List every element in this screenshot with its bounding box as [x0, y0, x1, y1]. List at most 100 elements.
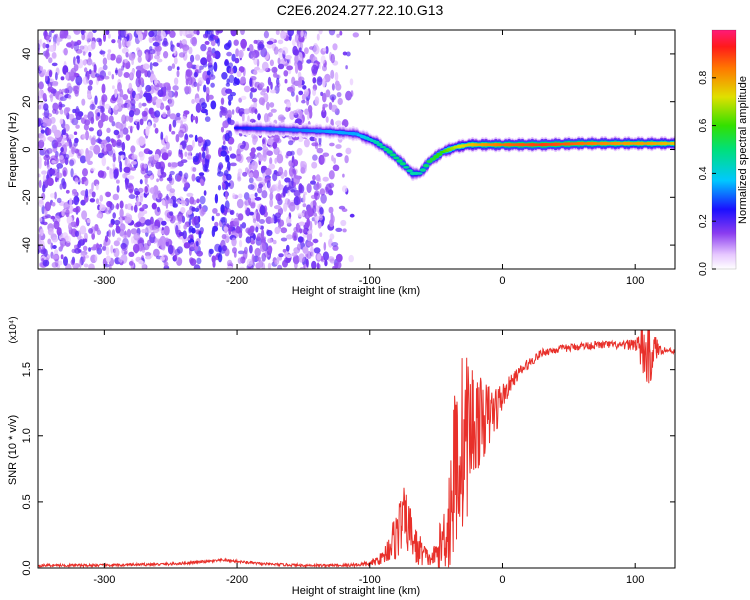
- noise-speckle: [183, 242, 191, 249]
- noise-speckle: [38, 179, 42, 189]
- noise-speckle: [329, 219, 334, 228]
- noise-speckle: [154, 77, 158, 86]
- noise-speckle: [250, 198, 256, 204]
- noise-speckle: [278, 219, 285, 227]
- snr-panel: -300 -200 -100 0 100 0.0 0.5 1.0 1.5 Height of …: [7, 316, 676, 597]
- noise-speckle: [56, 197, 62, 203]
- noise-speckle: [145, 92, 152, 102]
- noise-speckle: [155, 219, 160, 226]
- noise-speckle: [76, 57, 80, 64]
- noise-speckle: [133, 108, 141, 116]
- noise-speckle: [320, 55, 326, 64]
- noise-speckle: [48, 78, 55, 83]
- noise-speckle: [263, 30, 269, 39]
- noise-speckle: [69, 197, 73, 207]
- noise-speckle: [48, 30, 52, 38]
- noise-speckle: [331, 242, 339, 247]
- y-tick-label: 0.5: [21, 494, 33, 509]
- noise-speckle: [111, 39, 116, 44]
- noise-speckle: [97, 152, 105, 159]
- y-tick-label: 20: [21, 96, 33, 108]
- noise-speckle: [168, 123, 172, 132]
- noise-speckle: [91, 233, 95, 240]
- noise-speckle: [54, 129, 62, 138]
- noise-speckle: [222, 120, 229, 129]
- noise-speckle: [135, 69, 142, 79]
- noise-speckle: [255, 226, 259, 233]
- noise-speckle: [325, 89, 331, 98]
- noise-speckle: [83, 123, 89, 131]
- noise-speckle: [188, 227, 192, 234]
- noise-speckle: [270, 89, 277, 94]
- noise-speckle: [226, 265, 233, 269]
- noise-speckle: [130, 228, 138, 235]
- noise-speckle: [228, 119, 235, 126]
- noise-speckle: [206, 77, 210, 85]
- noise-speckle: [319, 188, 326, 196]
- noise-speckle: [105, 30, 110, 35]
- noise-speckle: [101, 94, 108, 103]
- noise-speckle: [185, 34, 193, 39]
- noise-speckle: [329, 142, 335, 147]
- noise-speckle: [183, 85, 191, 93]
- noise-speckle: [224, 229, 228, 234]
- noise-speckle: [336, 152, 343, 157]
- noise-speckle: [319, 232, 323, 238]
- noise-speckle: [232, 192, 236, 200]
- noise-speckle: [90, 137, 96, 146]
- noise-speckle: [263, 113, 269, 123]
- ridge-cell: [383, 147, 390, 152]
- noise-speckle: [59, 109, 64, 115]
- noise-speckle: [210, 100, 217, 110]
- noise-speckle: [149, 52, 154, 60]
- noise-speckle: [312, 88, 317, 96]
- noise-speckle: [55, 72, 58, 81]
- noise-speckle: [345, 90, 352, 101]
- noise-speckle: [127, 175, 135, 180]
- noise-speckle: [51, 202, 56, 207]
- noise-speckle: [172, 119, 177, 128]
- noise-speckle: [147, 150, 153, 155]
- noise-speckle: [109, 53, 116, 61]
- noise-speckle: [125, 52, 129, 58]
- noise-speckle: [130, 98, 136, 107]
- noise-speckle: [302, 203, 307, 208]
- colorbar-ticks: 0.0 0.2 0.4 0.6 0.8: [698, 70, 716, 276]
- noise-speckle: [280, 237, 288, 242]
- noise-speckle: [88, 228, 94, 234]
- noise-speckle: [299, 110, 304, 116]
- noise-speckle: [112, 164, 116, 170]
- noise-speckle: [218, 245, 222, 253]
- noise-speckle: [317, 263, 321, 269]
- noise-speckle: [178, 150, 183, 158]
- noise-speckle: [91, 40, 96, 50]
- noise-speckle: [322, 92, 327, 103]
- noise-speckle: [349, 213, 355, 218]
- noise-speckle: [65, 107, 71, 112]
- noise-speckle: [194, 134, 198, 142]
- noise-speckle: [66, 215, 73, 225]
- noise-speckle: [227, 182, 231, 187]
- noise-speckle: [324, 259, 328, 267]
- noise-speckle: [293, 247, 301, 254]
- noise-speckle: [287, 198, 291, 208]
- noise-speckle: [154, 110, 161, 118]
- noise-speckle: [198, 65, 204, 70]
- noise-speckle: [144, 251, 151, 257]
- noise-speckle: [89, 103, 96, 110]
- noise-speckle: [321, 109, 327, 119]
- noise-speckle: [153, 153, 160, 161]
- noise-speckle: [198, 172, 205, 177]
- noise-speckle: [250, 147, 256, 154]
- noise-speckle: [111, 121, 116, 127]
- spectrogram-x-label: Height of straight line (km): [292, 285, 420, 297]
- noise-speckle: [274, 226, 281, 235]
- noise-speckle: [335, 253, 343, 263]
- noise-speckle: [154, 237, 158, 243]
- noise-speckle: [121, 243, 128, 251]
- noise-speckle: [287, 30, 294, 37]
- noise-speckle: [163, 82, 171, 88]
- noise-speckle: [233, 39, 239, 46]
- noise-speckle: [160, 166, 164, 175]
- noise-speckle: [89, 198, 96, 203]
